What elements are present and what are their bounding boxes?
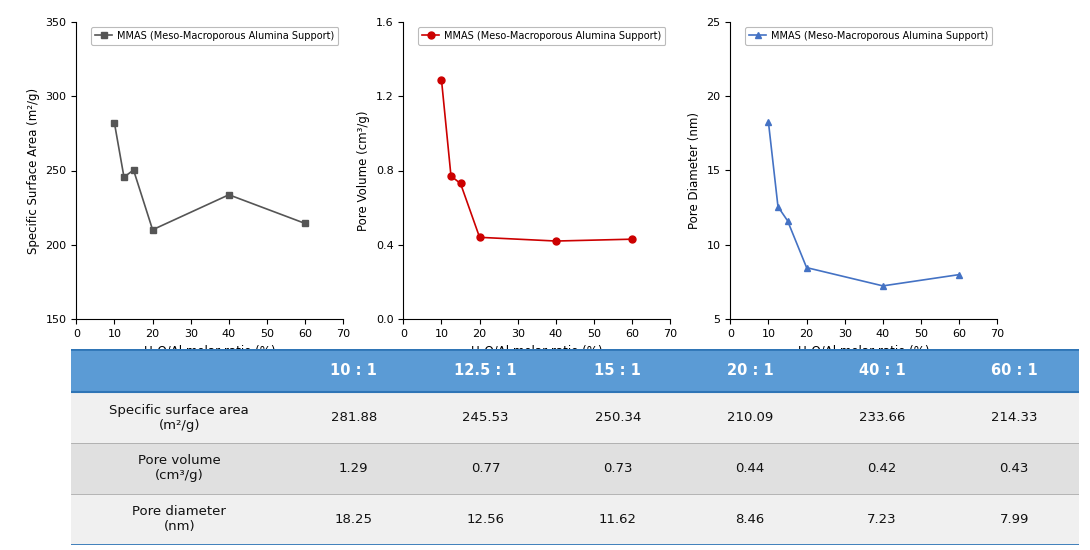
X-axis label: H₂O/Al molar ratio (%): H₂O/Al molar ratio (%) xyxy=(798,344,930,358)
X-axis label: H₂O/Al molar ratio (%): H₂O/Al molar ratio (%) xyxy=(144,344,276,358)
Legend: MMAS (Meso-Macroporous Alumina Support): MMAS (Meso-Macroporous Alumina Support) xyxy=(92,27,339,45)
Text: 233.66: 233.66 xyxy=(859,411,905,424)
Text: 12.56: 12.56 xyxy=(467,513,505,526)
Text: Pore volume
(cm³/g): Pore volume (cm³/g) xyxy=(137,454,220,482)
Text: Specific surface area
(m²/g): Specific surface area (m²/g) xyxy=(109,404,250,432)
Text: 0.77: 0.77 xyxy=(471,462,500,475)
Text: 7.99: 7.99 xyxy=(1000,513,1029,526)
Legend: MMAS (Meso-Macroporous Alumina Support): MMAS (Meso-Macroporous Alumina Support) xyxy=(419,27,666,45)
Text: 0.44: 0.44 xyxy=(736,462,764,475)
Text: 18.25: 18.25 xyxy=(335,513,373,526)
Text: 11.62: 11.62 xyxy=(598,513,637,526)
Y-axis label: Pore Diameter (nm): Pore Diameter (nm) xyxy=(688,112,701,229)
Text: 60 : 1: 60 : 1 xyxy=(991,363,1038,378)
Text: 0.43: 0.43 xyxy=(1000,462,1029,475)
Bar xyxy=(71,443,1079,494)
Text: 7.23: 7.23 xyxy=(868,513,897,526)
Text: 214.33: 214.33 xyxy=(991,411,1038,424)
Text: 281.88: 281.88 xyxy=(330,411,377,424)
Text: 12.5 : 1: 12.5 : 1 xyxy=(455,363,517,378)
Text: 0.42: 0.42 xyxy=(868,462,897,475)
Text: 10 : 1: 10 : 1 xyxy=(330,363,377,378)
Text: 0.73: 0.73 xyxy=(603,462,632,475)
Text: 250.34: 250.34 xyxy=(595,411,641,424)
X-axis label: H₂O/Al molar ratio (%): H₂O/Al molar ratio (%) xyxy=(471,344,603,358)
Text: Pore diameter
(nm): Pore diameter (nm) xyxy=(132,505,226,533)
Text: 15 : 1: 15 : 1 xyxy=(594,363,641,378)
Text: 1.29: 1.29 xyxy=(339,462,368,475)
Text: 20 : 1: 20 : 1 xyxy=(727,363,773,378)
Text: 245.53: 245.53 xyxy=(462,411,509,424)
Text: 8.46: 8.46 xyxy=(736,513,764,526)
Bar xyxy=(71,392,1079,443)
Bar xyxy=(71,494,1079,544)
Text: 40 : 1: 40 : 1 xyxy=(859,363,906,378)
Y-axis label: Pore Volume (cm³/g): Pore Volume (cm³/g) xyxy=(358,110,371,231)
Bar xyxy=(71,349,1079,392)
Legend: MMAS (Meso-Macroporous Alumina Support): MMAS (Meso-Macroporous Alumina Support) xyxy=(746,27,993,45)
Y-axis label: Specific Surface Area (m²/g): Specific Surface Area (m²/g) xyxy=(27,87,40,254)
Text: 210.09: 210.09 xyxy=(727,411,773,424)
